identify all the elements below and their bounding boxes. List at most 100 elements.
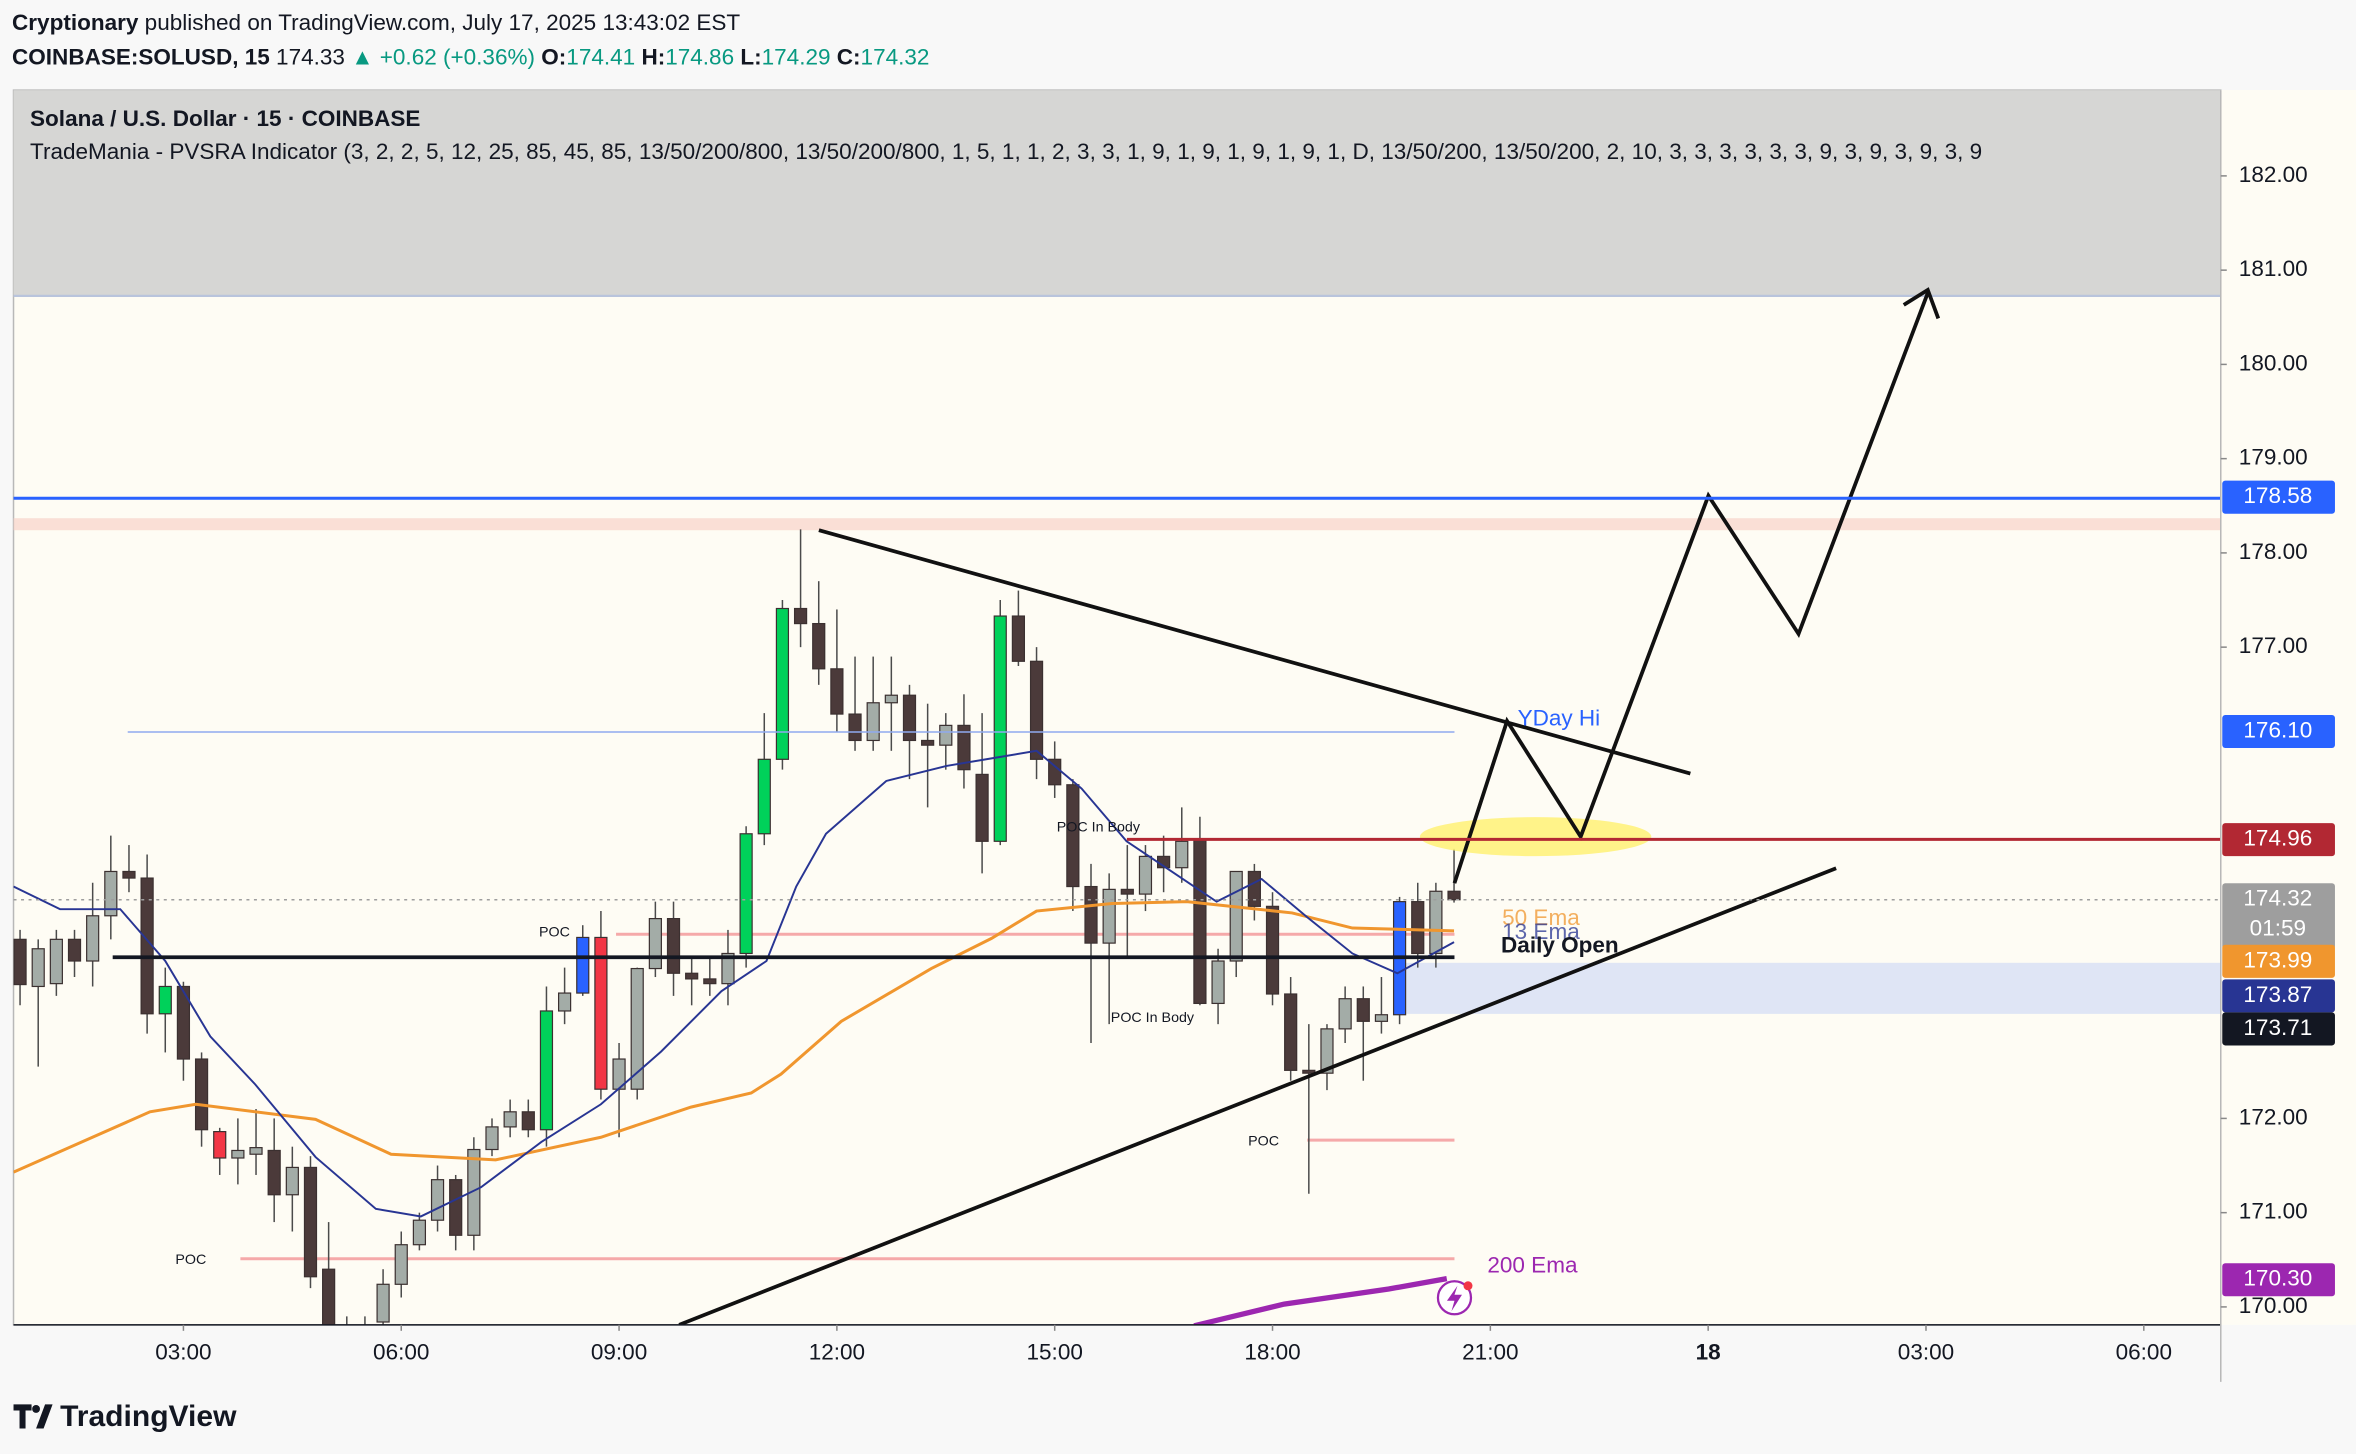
alert-dot: [1463, 1281, 1473, 1291]
candle-body: [31, 948, 45, 988]
candle-body: [322, 1268, 336, 1325]
logo-dot: [32, 1405, 40, 1413]
y-tick-label: 170.00: [2239, 1293, 2308, 1318]
demand-zone: [1397, 962, 2221, 1014]
candle-body: [449, 1179, 463, 1236]
candle-body: [1066, 784, 1080, 888]
l-value: 174.29: [762, 45, 831, 70]
candle-body: [1138, 855, 1153, 895]
author: Cryptionary: [12, 10, 139, 35]
candle-body: [793, 607, 808, 625]
alert-bolt: [1446, 1285, 1462, 1312]
candle-body: [1011, 615, 1026, 662]
trend-line: [818, 528, 1691, 776]
publish-line: Cryptionary published on TradingView.com…: [12, 10, 740, 35]
candle-body: [866, 702, 880, 742]
ema-label: 200 Ema: [1487, 1253, 1578, 1278]
price: 174.33: [276, 45, 345, 70]
candle-body: [1302, 1069, 1316, 1074]
x-tick-label: 18:00: [1244, 1339, 1300, 1364]
x-tick-label: 06:00: [373, 1339, 429, 1364]
ema-line: [13, 749, 1455, 1218]
candle-body: [757, 758, 771, 835]
candle-body: [539, 1010, 554, 1131]
candle-body: [194, 1058, 209, 1131]
logo: TradingView: [13, 1400, 237, 1433]
level-text: Daily Open: [1501, 932, 1619, 957]
candle-body: [1265, 905, 1280, 995]
candle-body: [1193, 838, 1207, 1005]
price-label-box: [2222, 480, 2335, 514]
candle-body: [1247, 870, 1261, 907]
level-text: YDay Hi: [1518, 705, 1601, 730]
candle-body: [86, 915, 100, 962]
price-label-box: [2222, 883, 2335, 950]
countdown: 01:59: [2250, 916, 2306, 941]
candle-body: [576, 936, 590, 994]
candle-body: [285, 1166, 299, 1196]
candle-body: [830, 668, 844, 715]
candle-body: [1338, 998, 1352, 1030]
resistance-band: [13, 518, 2221, 531]
candle-body: [376, 1283, 390, 1323]
annotation: POC: [539, 925, 570, 941]
ema-label: 13 Ema: [1502, 919, 1580, 944]
o-value: 174.41: [566, 45, 635, 70]
y-tick-label: 177.00: [2239, 633, 2308, 658]
candle-body: [1447, 890, 1461, 901]
candle-body: [1029, 660, 1044, 760]
candle-body: [1320, 1028, 1334, 1074]
candle-body: [158, 985, 172, 1015]
candle-body: [666, 917, 681, 974]
x-tick-label: 09:00: [591, 1339, 647, 1364]
candle-body: [104, 870, 118, 917]
x-tick-label: 18: [1696, 1339, 1721, 1364]
drawings: [13, 90, 2221, 1261]
o-label: O:: [541, 45, 566, 70]
supply-zone: [13, 90, 2221, 296]
price-label-box: [2222, 1263, 2335, 1297]
price-label: 170.30: [2243, 1266, 2312, 1291]
candle-body: [13, 938, 27, 986]
logo-mark: [13, 1404, 53, 1429]
candle-body: [412, 1219, 427, 1246]
candle-body: [122, 870, 136, 879]
candle-body: [594, 936, 608, 1090]
y-tick-label: 171.00: [2239, 1199, 2308, 1224]
annotation: POC: [175, 1252, 206, 1268]
brand: TradingView: [60, 1400, 237, 1433]
candle-body: [703, 978, 717, 985]
candle-body: [67, 938, 82, 962]
y-tick-label: 181.00: [2239, 256, 2308, 281]
candle-body: [630, 967, 644, 1090]
price-axis-area: [2220, 90, 2356, 1325]
candle-body: [685, 972, 699, 980]
x-tick-label: 06:00: [2116, 1339, 2172, 1364]
indicator-legend: TradeMania - PVSRA Indicator (3, 2, 2, 5…: [30, 139, 1982, 164]
price-label: 178.58: [2243, 483, 2312, 508]
price-label: 176.10: [2243, 717, 2312, 742]
candle-body: [1084, 885, 1098, 944]
candle-body: [1356, 998, 1370, 1022]
y-tick-label: 178.00: [2239, 539, 2308, 564]
trend-line: [678, 866, 1837, 1325]
c-label: C:: [837, 45, 861, 70]
x-tick-label: 15:00: [1027, 1339, 1083, 1364]
candle-body: [176, 985, 191, 1060]
price-label: 173.99: [2243, 947, 2312, 972]
candle-body: [1211, 960, 1225, 1005]
price-label: 173.87: [2243, 982, 2312, 1007]
candle-body: [557, 992, 572, 1012]
h-label: H:: [641, 45, 665, 70]
candle-body: [1229, 870, 1243, 962]
candle-body: [1374, 1014, 1389, 1022]
candle-body: [1411, 901, 1425, 955]
candle-body: [775, 607, 790, 760]
y-tick-label: 172.00: [2239, 1104, 2308, 1129]
candle-body: [430, 1179, 445, 1221]
published: published on TradingView.com, July 17, 2…: [138, 10, 740, 35]
price-label: 174.96: [2243, 826, 2312, 851]
candle-body: [503, 1111, 517, 1128]
candle-body: [267, 1149, 281, 1196]
l-label: L:: [740, 45, 761, 70]
